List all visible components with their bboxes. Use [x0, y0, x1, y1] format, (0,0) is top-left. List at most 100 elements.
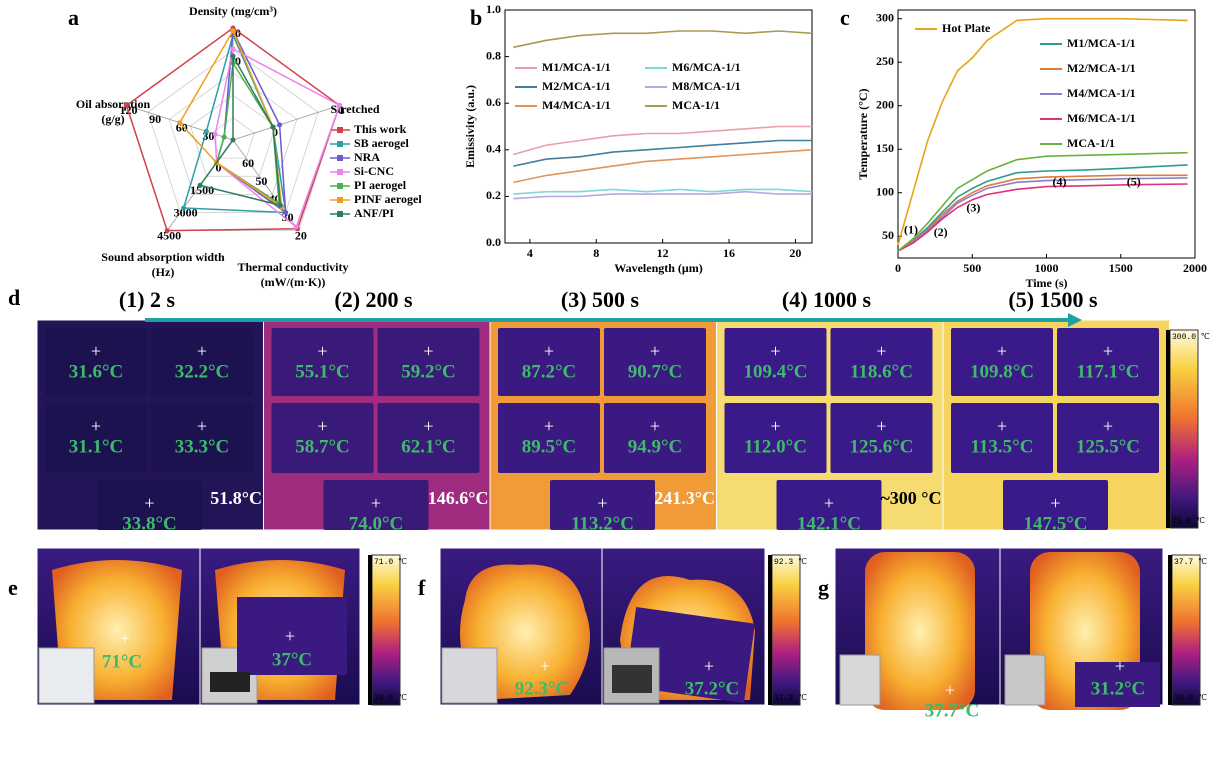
- sample: [498, 328, 600, 396]
- radar-point: [212, 131, 218, 137]
- y-axis-label: Temperature (°C): [856, 88, 870, 179]
- line-series: [513, 139, 812, 167]
- radar-axis-label: Oil absorption: [76, 97, 151, 111]
- panel-label: f: [418, 575, 426, 600]
- plate-temperature: 241.3°C: [654, 488, 715, 508]
- sample: [951, 403, 1053, 473]
- sample: [151, 403, 253, 473]
- temperature-label: 113.5°C: [970, 436, 1033, 457]
- radar-point: [123, 102, 129, 108]
- radar-tick-label: 60: [242, 156, 254, 170]
- annotation: (3): [966, 201, 980, 215]
- frame-label: (3) 500 s: [561, 287, 640, 312]
- crosshair: +: [91, 341, 101, 361]
- sample: [271, 328, 374, 396]
- temperature-label: 37.7°C: [925, 700, 980, 721]
- panel-label: c: [840, 5, 850, 30]
- crosshair: +: [423, 341, 433, 361]
- plot-frame: [504, 9, 813, 244]
- y-tick-label: 0.4: [486, 142, 501, 156]
- temperature-label: 94.9°C: [628, 436, 683, 457]
- sample: [377, 328, 480, 396]
- radar-axis-label: Stretched: [330, 102, 379, 116]
- x-tick-label: 12: [657, 246, 669, 260]
- inset-photo: [839, 654, 881, 706]
- temperature-label: 74.0°C: [349, 513, 404, 534]
- x-tick-label: 0: [895, 261, 901, 275]
- plate-temperature: ~300 °C: [880, 488, 941, 508]
- line-series: [897, 17, 1188, 246]
- plot-frame: [897, 9, 1196, 259]
- x-tick-label: 1500: [1109, 261, 1133, 275]
- temperature-label: 90.7°C: [628, 361, 683, 382]
- radar-point: [277, 202, 283, 208]
- legend-marker: [337, 211, 343, 217]
- crosshair: +: [544, 416, 554, 436]
- panel-label: e: [8, 575, 18, 600]
- radar-axis-label: (mW/(m·K)): [261, 275, 326, 289]
- legend-label: M6/MCA-1/1: [672, 60, 741, 74]
- legend-label: PINF aerogel: [354, 192, 422, 206]
- legend-label: M2/MCA-1/1: [1067, 61, 1136, 75]
- radar-tick-label: 0: [272, 125, 278, 139]
- sample: [45, 328, 147, 396]
- colorbar-min: 25.0 ℃: [1172, 517, 1205, 526]
- x-axis-label: Wavelength (μm): [614, 261, 702, 275]
- legend-marker: [337, 127, 343, 133]
- sample: [550, 480, 655, 530]
- legend-label: M4/MCA-1/1: [542, 98, 611, 112]
- crosshair: +: [945, 680, 955, 700]
- y-tick-label: 0.0: [486, 235, 501, 249]
- radar-axis-label: (g/g): [101, 112, 124, 126]
- crosshair: +: [317, 341, 327, 361]
- temperature-label: 37.2°C: [685, 678, 740, 699]
- radar-point: [197, 182, 203, 188]
- crosshair: +: [371, 493, 381, 513]
- temperature-label: 87.2°C: [522, 361, 577, 382]
- legend-label: Hot Plate: [942, 21, 991, 35]
- legend-label: MCA-1/1: [1067, 136, 1115, 150]
- annotation: (4): [1053, 174, 1067, 188]
- radar-axis-label: Density (mg/cm³): [189, 4, 277, 18]
- crosshair: +: [1103, 341, 1113, 361]
- y-tick-label: 0.6: [486, 95, 501, 109]
- radar-point: [230, 53, 236, 59]
- radar-axis-label: Thermal conductivity: [238, 260, 349, 274]
- x-tick-label: 500: [963, 261, 981, 275]
- colorbar-bg: [1166, 330, 1170, 528]
- annotation: (2): [934, 225, 948, 239]
- crosshair: +: [144, 493, 154, 513]
- sample: [1003, 480, 1108, 530]
- x-tick-label: 2000: [1183, 261, 1207, 275]
- colorbar-min: 28.5 ℃: [374, 694, 407, 703]
- temperature-label: 89.5°C: [522, 436, 577, 457]
- radar-tick-label: 0: [216, 160, 222, 174]
- crosshair: +: [597, 493, 607, 513]
- crosshair: +: [91, 416, 101, 436]
- line-series: [513, 149, 813, 184]
- radar-point: [164, 228, 170, 234]
- legend-label: SB aerogel: [354, 136, 409, 150]
- temperature-label: 112.0°C: [744, 436, 807, 457]
- temperature-label: 31.1°C: [69, 436, 124, 457]
- temperature-label: 118.6°C: [850, 361, 913, 382]
- radar-grid: [168, 72, 298, 195]
- sample: [830, 403, 933, 473]
- annotation: (1): [904, 222, 918, 236]
- x-tick-label: 20: [789, 246, 801, 260]
- y-tick-label: 50: [882, 228, 894, 242]
- radar-axis: [232, 105, 340, 141]
- crosshair: +: [1103, 416, 1113, 436]
- line-series: [513, 190, 812, 200]
- radar-point: [277, 122, 283, 128]
- panel-label: d: [8, 285, 20, 310]
- temperature-label: 109.4°C: [743, 361, 807, 382]
- sample: [1057, 328, 1159, 396]
- colorbar-max: 92.3 ℃: [774, 558, 807, 567]
- crosshair: +: [876, 416, 886, 436]
- sample: [271, 403, 374, 473]
- inset-sample: [210, 672, 250, 692]
- phone: [865, 552, 975, 710]
- temperature-label: 125.5°C: [1076, 436, 1140, 457]
- radar-series: [198, 53, 282, 207]
